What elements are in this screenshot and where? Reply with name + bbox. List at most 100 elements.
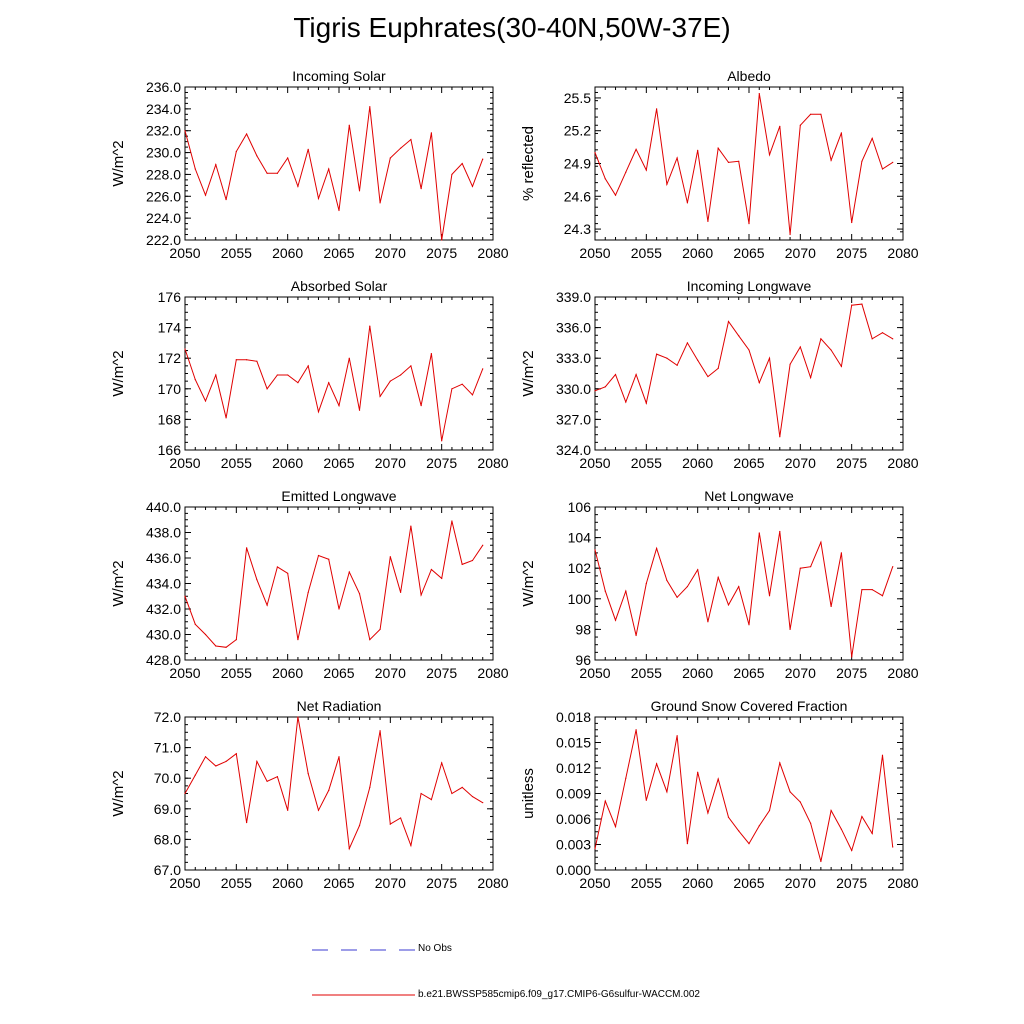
data-point xyxy=(645,799,647,801)
data-point xyxy=(266,388,268,390)
y-tick-label: 25.2 xyxy=(564,123,591,139)
data-point xyxy=(861,815,863,818)
data-point xyxy=(420,188,422,190)
data-point xyxy=(287,157,289,159)
data-point xyxy=(235,150,237,153)
data-point xyxy=(594,549,596,551)
y-tick-label: 24.6 xyxy=(564,188,591,204)
y-tick-label: 104 xyxy=(568,530,592,546)
data-point xyxy=(451,173,453,176)
data-point xyxy=(215,765,217,767)
data-point xyxy=(656,547,658,549)
data-point xyxy=(307,773,309,775)
data-point xyxy=(471,795,474,798)
data-point xyxy=(810,566,812,568)
data-point xyxy=(410,844,412,847)
data-point xyxy=(379,202,381,204)
data-point xyxy=(799,801,801,803)
data-point xyxy=(194,379,196,381)
x-tick-label: 2065 xyxy=(323,455,354,471)
data-point xyxy=(892,338,894,340)
data-point xyxy=(256,360,258,362)
data-point xyxy=(441,440,443,442)
x-tick-label: 2075 xyxy=(426,875,457,891)
data-point xyxy=(676,735,678,737)
y-tick-label: 98 xyxy=(575,621,591,637)
data-point xyxy=(686,202,689,204)
data-point xyxy=(717,147,719,149)
x-tick-label: 2075 xyxy=(426,665,457,681)
data-point xyxy=(697,149,699,151)
x-tick-label: 2070 xyxy=(785,455,816,471)
plot-frame xyxy=(594,716,904,871)
data-point xyxy=(379,730,381,732)
y-tick-label: 25.5 xyxy=(564,90,591,106)
data-point xyxy=(461,563,463,565)
data-point xyxy=(379,628,381,631)
y-tick-label: 330.0 xyxy=(556,381,591,397)
data-point xyxy=(697,359,699,361)
data-point xyxy=(328,382,330,384)
data-point xyxy=(779,436,781,438)
y-tick-label: 339.0 xyxy=(556,289,591,305)
x-tick-label: 2070 xyxy=(375,455,406,471)
x-tick-label: 2070 xyxy=(375,875,406,891)
y-axis-label: unitless xyxy=(520,768,537,819)
data-point xyxy=(851,221,853,224)
data-point xyxy=(768,595,771,597)
y-tick-label: 0.015 xyxy=(556,735,591,751)
data-point xyxy=(758,382,760,384)
panel-title: Ground Snow Covered Fraction xyxy=(651,698,848,714)
y-axis-label: W/m^2 xyxy=(520,560,537,606)
data-point xyxy=(348,124,350,126)
x-tick-label: 2080 xyxy=(887,665,918,681)
x-tick-label: 2050 xyxy=(579,665,610,681)
data-point xyxy=(625,590,627,592)
data-point xyxy=(861,160,863,162)
data-point xyxy=(799,567,801,569)
data-point xyxy=(799,346,801,348)
data-point xyxy=(287,374,289,376)
x-tick-label: 2055 xyxy=(221,875,252,891)
data-point xyxy=(266,780,268,782)
data-point xyxy=(748,624,750,626)
data-point xyxy=(604,590,606,592)
series-line xyxy=(594,531,894,657)
data-point xyxy=(256,155,258,157)
data-point xyxy=(307,365,309,367)
y-tick-label: 68.0 xyxy=(154,831,181,847)
data-point xyxy=(235,639,237,641)
data-point xyxy=(840,132,843,134)
data-point xyxy=(789,233,791,236)
data-point xyxy=(614,826,617,828)
data-point xyxy=(317,197,320,200)
y-tick-label: 176 xyxy=(158,289,182,305)
chart-panel-4: Incoming Longwave W/m^2 2050 2055 2060 2065 20… xyxy=(520,278,919,471)
data-point xyxy=(389,157,391,159)
data-point xyxy=(830,809,832,812)
x-tick-label: 2050 xyxy=(169,665,200,681)
y-tick-label: 434.0 xyxy=(146,576,181,592)
data-point xyxy=(297,382,299,384)
x-tick-label: 2075 xyxy=(836,455,867,471)
data-point xyxy=(358,190,361,192)
x-tick-label: 2060 xyxy=(682,875,713,891)
data-point xyxy=(820,113,822,115)
plot-frame xyxy=(184,86,494,241)
data-point xyxy=(717,576,719,578)
data-point xyxy=(768,357,771,359)
data-point xyxy=(225,760,227,762)
panel-title: Incoming Longwave xyxy=(687,278,812,294)
data-point xyxy=(645,169,647,171)
data-point xyxy=(400,591,402,594)
data-point xyxy=(830,605,832,608)
data-point xyxy=(830,159,832,161)
x-tick-label: 2065 xyxy=(323,665,354,681)
data-point xyxy=(338,608,340,610)
data-point xyxy=(635,148,637,150)
data-point xyxy=(297,639,299,641)
x-tick-label: 2075 xyxy=(836,245,867,261)
data-point xyxy=(225,646,227,648)
legend-model-label: b.e21.BWSSP585cmip6.f09_g17.CMIP6-G6sulf… xyxy=(418,989,700,1000)
data-point xyxy=(430,132,432,134)
